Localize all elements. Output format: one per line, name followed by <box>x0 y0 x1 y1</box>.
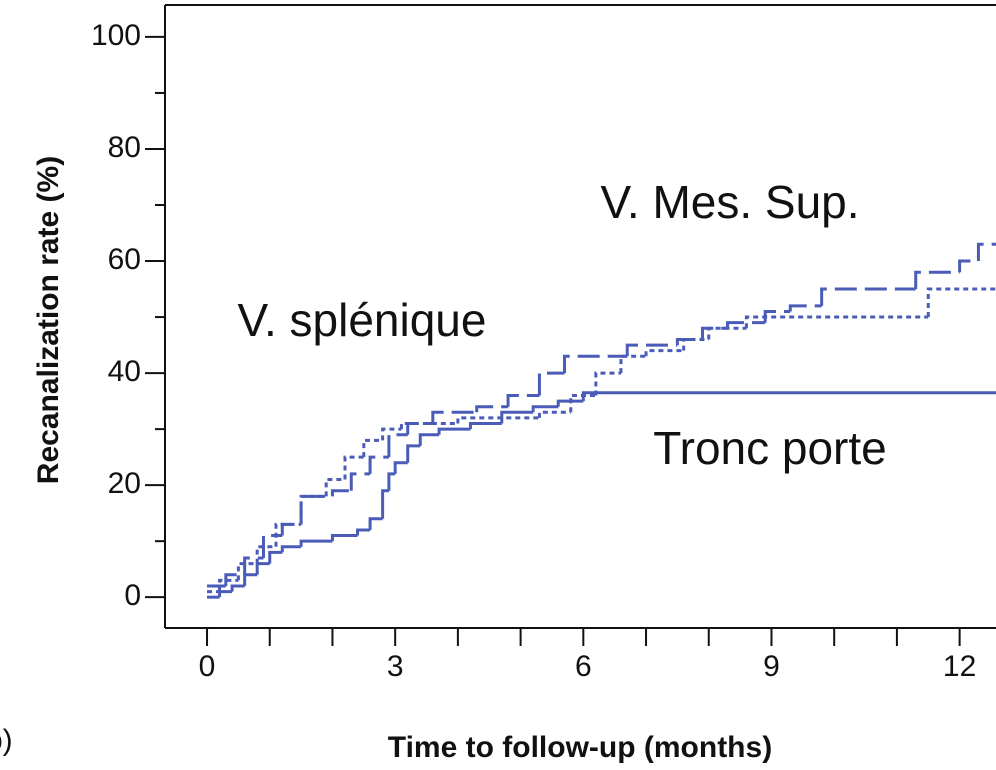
step-segment <box>261 534 283 558</box>
step-segment <box>506 393 540 407</box>
step-segment <box>362 438 383 458</box>
step-segment <box>675 337 703 346</box>
step-segment <box>437 427 471 435</box>
step-segment <box>387 472 396 491</box>
step-segment <box>343 455 364 480</box>
series-label: V. Mes. Sup. <box>600 176 859 228</box>
step-segment <box>726 321 766 329</box>
step-segment <box>230 584 245 592</box>
step-segment <box>976 242 996 262</box>
step-segment <box>958 259 979 273</box>
step-segment <box>537 371 565 396</box>
step-segment <box>280 545 302 553</box>
step-segment <box>914 270 960 290</box>
step-segment <box>500 410 534 424</box>
step-segment <box>299 539 333 547</box>
step-segment <box>820 287 916 306</box>
step-segment <box>926 287 996 318</box>
step-segment <box>243 573 258 586</box>
step-segment <box>274 522 302 547</box>
step-segment <box>763 309 791 323</box>
step-segment <box>218 578 239 592</box>
step-segment <box>349 472 371 491</box>
y-axis-title: Recanalization rate (%) <box>32 156 65 484</box>
step-segment <box>236 562 258 581</box>
step-segment <box>788 304 822 312</box>
x-tick-label: 0 <box>199 650 216 683</box>
x-axis-title: Time to follow-up (months) <box>388 731 772 764</box>
step-segment <box>531 405 559 413</box>
step-segment <box>475 405 509 413</box>
step-segment <box>399 422 458 430</box>
step-segment <box>330 489 352 497</box>
step-segment <box>368 455 389 474</box>
x-tick-label: 9 <box>763 650 780 683</box>
step-segment <box>468 422 502 430</box>
step-segment <box>644 349 684 357</box>
x-tick-label: 6 <box>575 650 592 683</box>
step-segment <box>581 391 996 402</box>
step-segment <box>406 422 433 435</box>
step-segment <box>682 337 709 351</box>
step-segment <box>556 399 584 407</box>
y-tick-label: 80 <box>108 131 141 164</box>
step-segment <box>324 478 345 497</box>
step-segment <box>299 494 333 525</box>
y-tick-label: 60 <box>108 243 141 276</box>
step-segment <box>594 371 621 396</box>
step-segment <box>625 343 678 357</box>
step-segment <box>537 410 571 418</box>
y-tick-label: 20 <box>108 467 141 500</box>
step-segment <box>387 433 408 458</box>
step-segment <box>255 545 277 564</box>
y-tick-label: 0 <box>124 579 141 612</box>
step-segment <box>280 522 302 536</box>
step-segment <box>700 326 728 340</box>
series-label: Tronc porte <box>653 422 887 474</box>
step-segment <box>368 517 383 530</box>
x-tick-label: 3 <box>387 650 404 683</box>
step-segment <box>330 534 358 542</box>
step-segment <box>456 416 540 424</box>
step-segment <box>218 590 233 598</box>
step-segment <box>381 427 402 441</box>
step-segment <box>744 315 929 329</box>
step-segment <box>381 489 389 519</box>
y-tick-label: 40 <box>108 355 141 388</box>
step-segment <box>243 556 264 575</box>
step-segment <box>299 494 327 525</box>
step-segment <box>707 326 747 340</box>
step-segment <box>356 528 371 536</box>
step-segment <box>431 410 477 424</box>
step-segment <box>224 573 245 586</box>
panel-label: b) <box>0 724 13 757</box>
step-segment <box>563 354 628 374</box>
step-segment <box>268 550 283 564</box>
y-tick-label: 100 <box>91 19 141 52</box>
series-label: V. splénique <box>238 294 487 346</box>
step-segment <box>255 562 270 575</box>
step-segment <box>393 461 408 474</box>
step-segment <box>406 444 421 463</box>
x-tick-label: 12 <box>943 650 976 683</box>
step-segment <box>418 433 440 446</box>
step-segment <box>619 354 647 374</box>
